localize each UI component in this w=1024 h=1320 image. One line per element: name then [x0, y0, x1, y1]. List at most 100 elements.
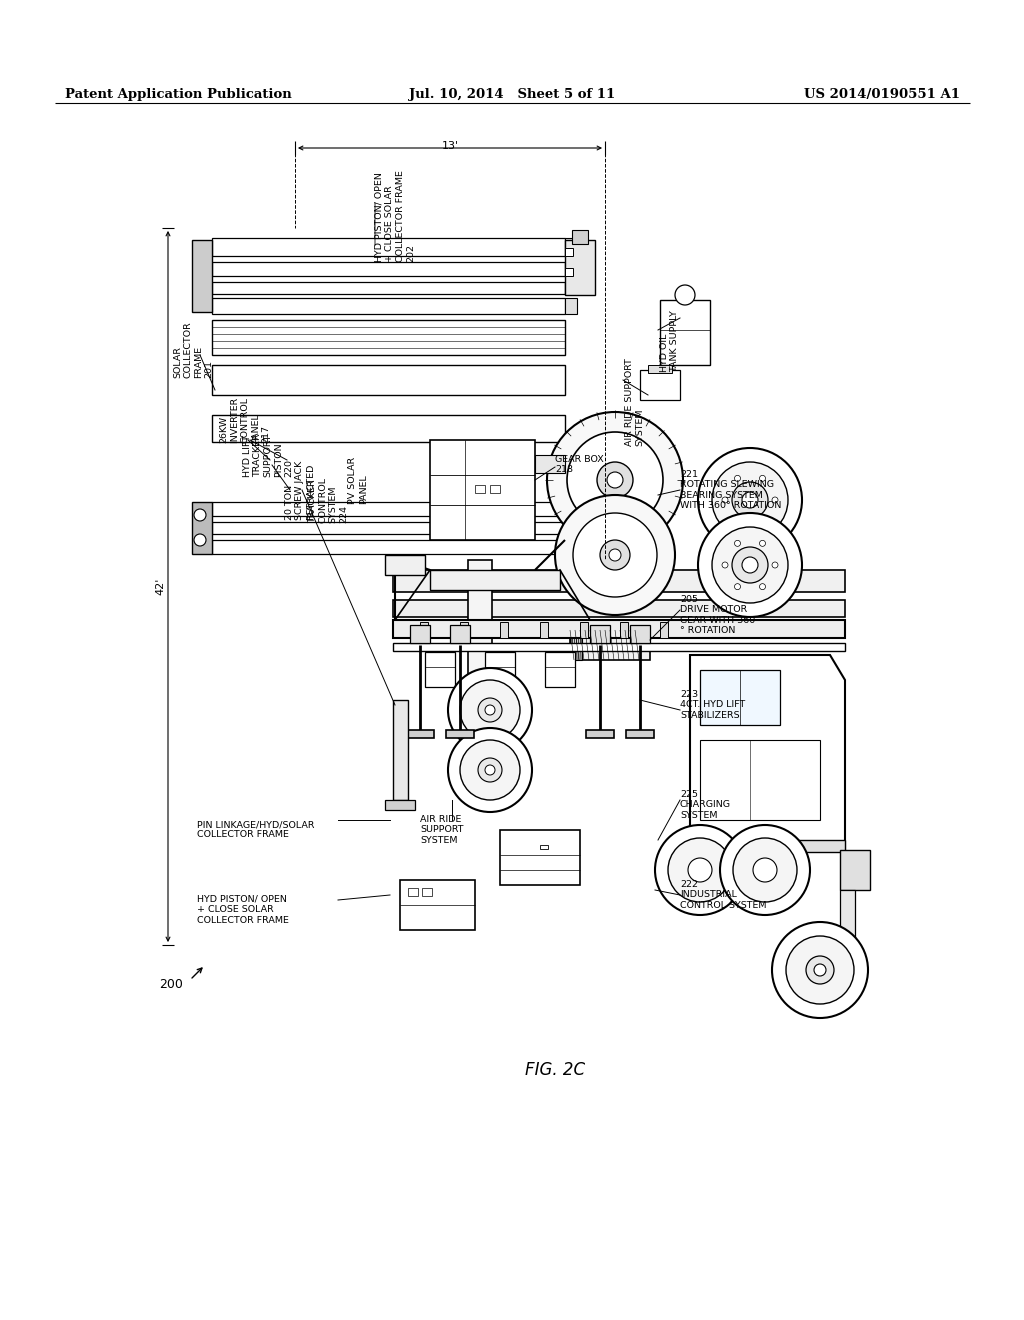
Bar — [500, 830, 580, 884]
Circle shape — [786, 936, 854, 1005]
Circle shape — [760, 519, 766, 524]
Bar — [393, 620, 845, 638]
Bar — [212, 298, 565, 314]
Bar — [422, 888, 432, 896]
Bar — [393, 643, 845, 651]
Bar — [212, 282, 565, 294]
Circle shape — [742, 492, 758, 508]
Text: TRACKER
CONTROL
SYSTEM
224: TRACKER CONTROL SYSTEM 224 — [308, 477, 348, 523]
Bar — [468, 560, 492, 719]
Bar — [545, 652, 575, 686]
Bar — [212, 540, 565, 554]
Bar — [540, 845, 548, 849]
Bar — [565, 502, 575, 516]
Bar — [630, 624, 650, 643]
Circle shape — [732, 546, 768, 583]
Bar — [490, 484, 500, 492]
Bar — [425, 652, 455, 686]
Bar — [580, 622, 588, 638]
Text: HYD PISTON/ OPEN
+ CLOSE SOLAR
COLLECTOR FRAME: HYD PISTON/ OPEN + CLOSE SOLAR COLLECTOR… — [197, 895, 289, 925]
Bar — [565, 238, 577, 256]
Text: Jul. 10, 2014   Sheet 5 of 11: Jul. 10, 2014 Sheet 5 of 11 — [409, 88, 615, 102]
Bar — [393, 601, 845, 616]
Bar — [430, 570, 560, 590]
Bar — [572, 230, 588, 244]
Bar — [540, 622, 548, 638]
Bar — [565, 540, 575, 554]
Bar — [450, 624, 470, 643]
Circle shape — [814, 964, 826, 975]
Circle shape — [449, 668, 532, 752]
Bar — [565, 298, 577, 314]
Circle shape — [607, 473, 623, 488]
Circle shape — [600, 540, 630, 570]
Bar — [700, 741, 820, 820]
Circle shape — [698, 447, 802, 552]
Text: HYD OIL
TANK SUPPLY: HYD OIL TANK SUPPLY — [660, 310, 679, 372]
Text: AIR RIDE
SUPPORT
SYSTEM: AIR RIDE SUPPORT SYSTEM — [420, 814, 464, 845]
Bar — [565, 261, 577, 276]
Circle shape — [460, 680, 520, 741]
Text: AIR RIDE SUPPORT
SYSTEM: AIR RIDE SUPPORT SYSTEM — [625, 358, 644, 446]
Circle shape — [460, 741, 520, 800]
Bar — [700, 671, 780, 725]
Bar — [420, 622, 428, 638]
Text: 200: 200 — [159, 978, 183, 991]
Circle shape — [753, 858, 777, 882]
Circle shape — [760, 475, 766, 482]
Bar — [626, 730, 654, 738]
Bar — [660, 300, 710, 366]
Bar — [565, 521, 575, 535]
Bar — [193, 502, 212, 554]
Circle shape — [712, 527, 788, 603]
Bar — [565, 248, 573, 256]
Bar — [385, 800, 415, 810]
Circle shape — [772, 921, 868, 1018]
Text: 20 TON
SCREW JACK
RETRACTED: 20 TON SCREW JACK RETRACTED — [285, 461, 315, 520]
Text: HYD PISTON/ OPEN
+ CLOSE SOLAR
COLLECTOR FRAME
202: HYD PISTON/ OPEN + CLOSE SOLAR COLLECTOR… — [375, 170, 415, 261]
Bar — [840, 850, 870, 890]
Circle shape — [485, 766, 495, 775]
Circle shape — [449, 729, 532, 812]
Circle shape — [722, 498, 728, 503]
Circle shape — [655, 825, 745, 915]
Bar — [840, 890, 855, 950]
Bar — [446, 730, 474, 738]
Bar — [485, 652, 515, 686]
Text: PIN LINKAGE/HYD/SOLAR
COLLECTOR FRAME: PIN LINKAGE/HYD/SOLAR COLLECTOR FRAME — [197, 820, 314, 840]
Circle shape — [567, 432, 663, 528]
Circle shape — [194, 510, 206, 521]
Circle shape — [734, 540, 740, 546]
Text: 223
4CT. HYD LIFT
STABILIZERS: 223 4CT. HYD LIFT STABILIZERS — [680, 690, 745, 719]
Bar — [385, 554, 425, 576]
Bar — [212, 238, 565, 256]
Text: 42': 42' — [155, 577, 165, 595]
Bar — [570, 620, 582, 660]
Text: GEAR BOX
218: GEAR BOX 218 — [555, 455, 604, 474]
Bar — [565, 282, 577, 294]
Text: 205
DRIVE MOTOR
GEAR WITH 360
° ROTATION: 205 DRIVE MOTOR GEAR WITH 360 ° ROTATION — [680, 595, 756, 635]
Text: SOLAR
COLLECTOR
FRAME
201: SOLAR COLLECTOR FRAME 201 — [173, 322, 213, 379]
Bar — [620, 622, 628, 638]
Circle shape — [760, 540, 766, 546]
Circle shape — [772, 562, 778, 568]
Text: Patent Application Publication: Patent Application Publication — [65, 88, 292, 102]
Circle shape — [698, 513, 802, 616]
Text: PV SOLAR
PANEL: PV SOLAR PANEL — [348, 457, 368, 504]
Bar — [690, 840, 845, 851]
Bar — [410, 624, 430, 643]
Bar — [212, 414, 565, 442]
Bar — [400, 880, 475, 931]
Text: HYD LIFT
TRACKER
SUPPORT
PISTON
220: HYD LIFT TRACKER SUPPORT PISTON 220 — [243, 433, 293, 477]
Circle shape — [485, 705, 495, 715]
Bar — [393, 700, 408, 800]
Circle shape — [772, 498, 778, 503]
Bar — [460, 622, 468, 638]
Bar — [640, 370, 680, 400]
Circle shape — [597, 462, 633, 498]
Circle shape — [688, 858, 712, 882]
Bar — [406, 730, 434, 738]
Text: 225
CHARGING
SYSTEM: 225 CHARGING SYSTEM — [680, 789, 731, 820]
Bar — [565, 268, 573, 276]
Bar — [212, 366, 565, 395]
